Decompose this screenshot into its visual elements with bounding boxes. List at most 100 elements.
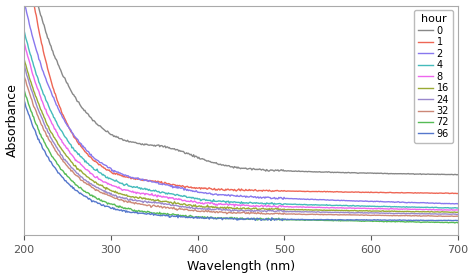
16 <box>447 211 453 214</box>
0 <box>230 165 236 169</box>
Line: 1: 1 <box>24 0 458 194</box>
32 <box>455 215 461 218</box>
16 <box>230 207 236 210</box>
96 <box>377 218 383 222</box>
96 <box>230 217 236 220</box>
8 <box>21 41 27 44</box>
0 <box>454 173 460 177</box>
2 <box>256 196 262 200</box>
16 <box>280 208 285 211</box>
Line: 32: 32 <box>24 76 458 217</box>
1 <box>455 192 461 195</box>
96 <box>432 219 438 222</box>
2 <box>228 194 233 198</box>
2 <box>377 200 383 203</box>
8 <box>445 208 450 211</box>
Line: 0: 0 <box>24 0 458 175</box>
2 <box>230 194 236 197</box>
Y-axis label: Absorbance: Absorbance <box>6 83 18 157</box>
72 <box>377 220 383 223</box>
96 <box>446 218 451 222</box>
16 <box>256 208 262 211</box>
24 <box>377 211 383 215</box>
0 <box>455 173 461 176</box>
32 <box>439 215 445 218</box>
16 <box>455 211 461 214</box>
4 <box>256 202 262 205</box>
8 <box>280 204 285 208</box>
0 <box>377 172 383 175</box>
8 <box>228 203 233 206</box>
96 <box>228 217 233 220</box>
32 <box>377 214 383 217</box>
72 <box>452 221 457 225</box>
Line: 72: 72 <box>24 90 458 223</box>
8 <box>450 208 456 212</box>
24 <box>21 62 27 66</box>
4 <box>21 29 27 32</box>
1 <box>447 192 452 195</box>
2 <box>455 202 461 206</box>
16 <box>21 57 27 61</box>
Line: 2: 2 <box>24 1 458 204</box>
72 <box>228 216 233 219</box>
1 <box>256 189 262 192</box>
8 <box>377 207 383 210</box>
4 <box>228 200 233 203</box>
96 <box>280 219 285 222</box>
24 <box>228 208 233 212</box>
16 <box>445 210 450 214</box>
X-axis label: Wavelength (nm): Wavelength (nm) <box>187 260 295 273</box>
1 <box>230 188 236 191</box>
1 <box>377 191 383 194</box>
32 <box>228 211 233 215</box>
72 <box>256 217 262 221</box>
24 <box>454 213 460 216</box>
0 <box>228 165 233 168</box>
4 <box>377 205 383 208</box>
8 <box>256 205 262 208</box>
2 <box>21 0 27 3</box>
Legend: 0, 1, 2, 4, 8, 16, 24, 32, 72, 96: 0, 1, 2, 4, 8, 16, 24, 32, 72, 96 <box>414 10 453 143</box>
Line: 24: 24 <box>24 64 458 215</box>
24 <box>280 210 285 213</box>
2 <box>445 202 450 205</box>
4 <box>455 206 461 210</box>
16 <box>377 210 383 213</box>
24 <box>230 208 236 211</box>
1 <box>445 191 450 195</box>
32 <box>446 215 451 218</box>
8 <box>455 208 461 212</box>
24 <box>445 212 450 216</box>
32 <box>256 212 262 215</box>
1 <box>228 188 233 192</box>
0 <box>445 173 450 176</box>
4 <box>447 206 452 210</box>
Line: 16: 16 <box>24 59 458 212</box>
72 <box>280 217 285 220</box>
16 <box>228 206 233 210</box>
72 <box>21 88 27 91</box>
32 <box>230 211 236 215</box>
1 <box>280 189 285 193</box>
4 <box>280 203 285 206</box>
4 <box>445 206 450 209</box>
Line: 8: 8 <box>24 42 458 210</box>
96 <box>256 217 262 220</box>
2 <box>452 202 457 206</box>
72 <box>445 221 450 224</box>
Line: 4: 4 <box>24 30 458 208</box>
0 <box>256 168 262 171</box>
0 <box>280 169 285 172</box>
24 <box>455 213 461 216</box>
4 <box>230 201 236 204</box>
72 <box>230 217 236 220</box>
72 <box>455 221 461 224</box>
32 <box>280 212 285 215</box>
32 <box>21 75 27 78</box>
96 <box>21 98 27 102</box>
Line: 96: 96 <box>24 100 458 221</box>
8 <box>230 203 236 206</box>
24 <box>256 208 262 212</box>
96 <box>455 219 461 222</box>
